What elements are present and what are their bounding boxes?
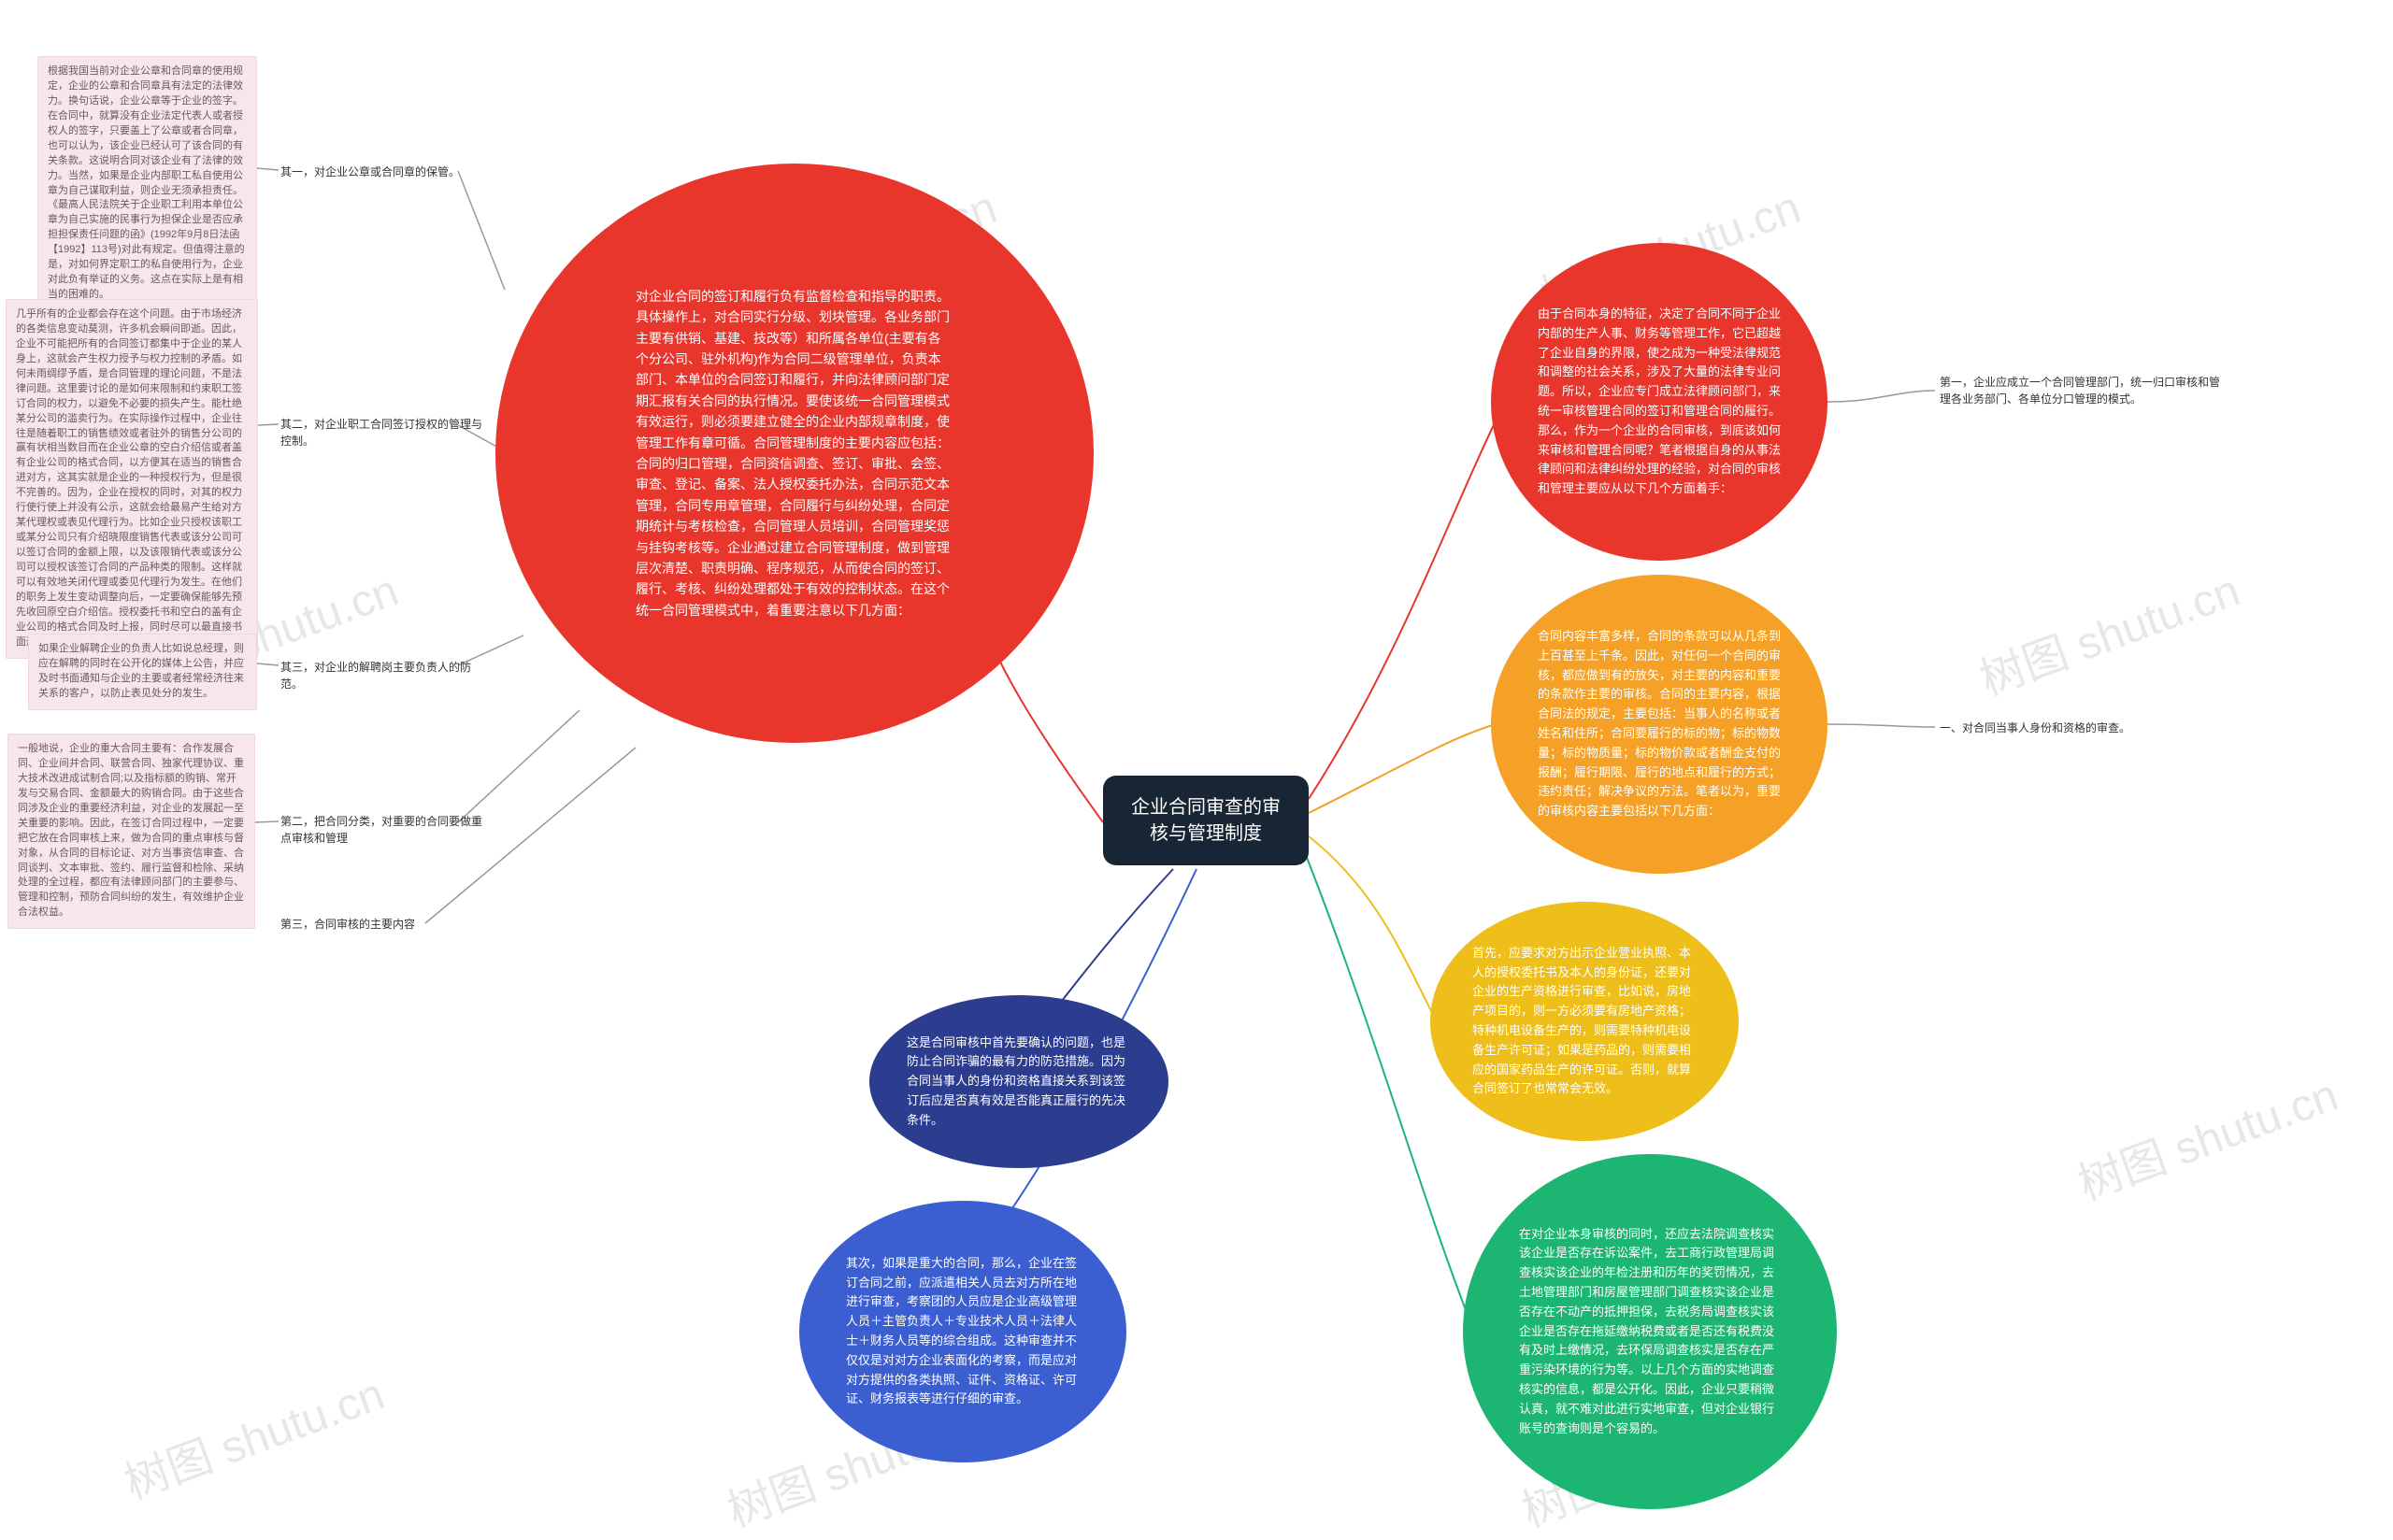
left-label-1: 其一，对企业公章或合同章的保管。 — [280, 164, 460, 180]
watermark: 树图 shutu.cn — [2068, 1058, 2345, 1212]
left-label-4: 第二，把合同分类，对重要的合同要做重点审核和管理 — [280, 813, 486, 847]
bubble-text: 由于合同本身的特征，决定了合同不同于企业内部的生产人事、财务等管理工作，它已超越… — [1538, 305, 1781, 499]
right-label-1: 第一，企业应成立一个合同管理部门，统一归口审核和管理各业务部门、各单位分口管理的… — [1940, 374, 2229, 407]
bubble-text: 首先，应要求对方出示企业营业执照、本人的授权委托书及本人的身份证，还要对企业的生… — [1472, 944, 1697, 1099]
watermark: 树图 shutu.cn — [114, 1357, 392, 1511]
bubble-text: 对企业合同的签订和履行负有监督检查和指导的职责。具体操作上，对合同实行分级、划块… — [636, 286, 953, 620]
bubble-small-red: 由于合同本身的特征，决定了合同不同于企业内部的生产人事、财务等管理工作，它已超越… — [1491, 243, 1827, 561]
bubble-text: 其次，如果是重大的合同，那么，企业在签订合同之前，应派遣相关人员去对方所在地进行… — [846, 1254, 1080, 1409]
watermark: 树图 shutu.cn — [1970, 553, 2247, 707]
note-3: 如果企业解聘企业的负责人比如说总经理，则应在解聘的同时在公开化的媒体上公告，并应… — [28, 634, 257, 710]
bubble-text: 这是合同审核中首先要确认的问题，也是防止合同诈骗的最有力的防范措施。因为合同当事… — [907, 1034, 1131, 1131]
bubble-blue: 其次，如果是重大的合同，那么，企业在签订合同之前，应派遣相关人员去对方所在地进行… — [799, 1201, 1126, 1462]
left-label-2: 其二，对企业职工合同签订授权的管理与控制。 — [280, 416, 486, 449]
note-2: 几乎所有的企业都会存在这个问题。由于市场经济的各类信息变动莫测，许多机会瞬间即逝… — [6, 299, 258, 659]
bubble-green: 在对企业本身审核的同时，还应去法院调查核实该企业是否存在诉讼案件，去工商行政管理… — [1463, 1154, 1837, 1509]
center-node: 企业合同审查的审核与管理制度 — [1103, 776, 1309, 865]
left-label-5: 第三，合同审核的主要内容 — [280, 916, 415, 933]
left-label-3: 其三，对企业的解聘岗主要负责人的防范。 — [280, 659, 486, 692]
connector-lines — [0, 0, 2393, 1526]
note-1: 根据我国当前对企业公章和合同章的使用规定，企业的公章和合同章具有法定的法律效力。… — [37, 56, 257, 311]
right-label-2: 一、对合同当事人身份和资格的审查。 — [1940, 720, 2130, 736]
bubble-yellow: 首先，应要求对方出示企业营业执照、本人的授权委托书及本人的身份证，还要对企业的生… — [1430, 902, 1739, 1141]
bubble-text: 在对企业本身审核的同时，还应去法院调查核实该企业是否存在诉讼案件，去工商行政管理… — [1519, 1225, 1781, 1439]
bubble-orange: 合同内容丰富多样，合同的条款可以从几条到上百甚至上千条。因此，对任何一个合同的审… — [1491, 575, 1827, 874]
bubble-big-red: 对企业合同的签订和履行负有监督检查和指导的职责。具体操作上，对合同实行分级、划块… — [495, 164, 1094, 743]
bubble-text: 合同内容丰富多样，合同的条款可以从几条到上百甚至上千条。因此，对任何一个合同的审… — [1538, 627, 1781, 821]
note-4: 一般地说，企业的重大合同主要有：合作发展合同、企业间并合同、联营合同、独家代理协… — [7, 734, 255, 929]
bubble-indigo: 这是合同审核中首先要确认的问题，也是防止合同诈骗的最有力的防范措施。因为合同当事… — [869, 995, 1168, 1168]
